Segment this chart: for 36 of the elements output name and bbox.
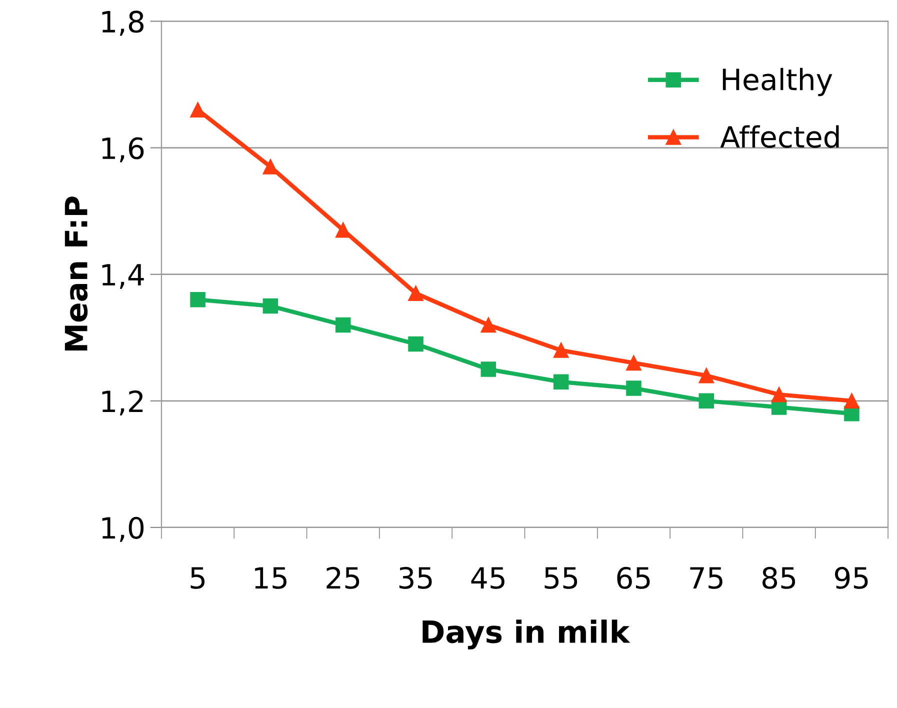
x-tick-label: 65 xyxy=(617,566,650,589)
point xyxy=(480,362,496,377)
x-tick-label: 85 xyxy=(762,566,796,589)
point xyxy=(771,386,787,402)
y-tick-label: 1,8 xyxy=(102,10,144,36)
point xyxy=(626,380,642,396)
x-tick-label: 55 xyxy=(544,567,578,589)
legend-label: Affected xyxy=(720,125,839,148)
x-tick-label: 45 xyxy=(471,567,504,589)
point xyxy=(698,393,714,409)
point xyxy=(844,393,860,409)
y-tick-label: 1,2 xyxy=(102,390,143,416)
y-axis-title: Mean F:P xyxy=(64,196,88,351)
point xyxy=(262,298,278,314)
point xyxy=(335,317,351,333)
y-tick-label: 1,4 xyxy=(102,264,144,289)
x-tick-label: 15 xyxy=(255,567,286,589)
point xyxy=(408,286,424,301)
x-tick-label: 35 xyxy=(399,566,432,589)
point xyxy=(190,292,206,308)
x-tick-label: 75 xyxy=(690,567,722,589)
legend-label: Healthy xyxy=(722,68,832,96)
point xyxy=(480,317,496,333)
point xyxy=(626,355,642,371)
point xyxy=(553,374,569,390)
x-tick-label: 25 xyxy=(326,566,360,589)
point xyxy=(335,222,351,238)
point xyxy=(408,336,424,352)
y-tick-label: 1,6 xyxy=(102,137,144,162)
y-tick-label: 1,0 xyxy=(102,516,144,542)
point xyxy=(698,368,714,384)
point xyxy=(190,102,206,118)
x-axis-title: Days in milk xyxy=(422,620,630,650)
x-tick-label: 5 xyxy=(190,567,205,589)
point xyxy=(553,342,569,358)
x-tick-label: 95 xyxy=(834,566,868,589)
